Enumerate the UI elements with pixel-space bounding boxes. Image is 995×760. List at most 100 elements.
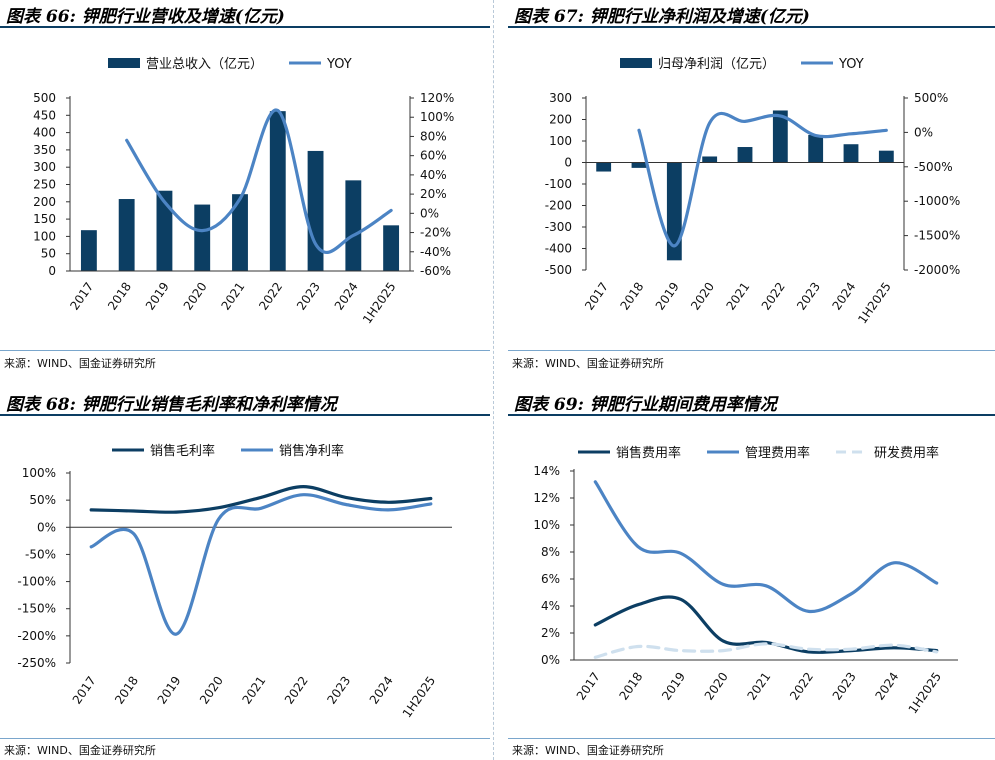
y2-tick-label: 40% [420, 168, 447, 182]
y-tick-label: 50% [29, 493, 56, 507]
x-tick-label: 2017 [67, 280, 96, 313]
y2-tick-label: 20% [420, 187, 447, 201]
legend-label: 销售费用率 [616, 445, 681, 461]
y-tick-label: -100% [17, 575, 56, 589]
bar-2019 [666, 162, 682, 261]
title-rule [508, 414, 995, 416]
y-tick-label: 0% [541, 653, 560, 667]
x-tick-label: 1H2025 [906, 670, 945, 717]
chart-69-plot: 销售费用率 管理费用率 研发费用率 14% 12% 10% 8% 6% 4% 2% 0% 2017 20… [533, 445, 958, 717]
y-tick-label: -200% [17, 629, 56, 643]
x-tick-label: 2020 [181, 280, 210, 313]
y-tick-label: -250% [17, 656, 56, 670]
bar-2020 [702, 156, 718, 163]
y-tick-label: 300 [33, 160, 56, 174]
y2-tick-label: 100% [420, 110, 454, 124]
legend-label: 管理费用率 [745, 445, 810, 461]
chart-68-source: 来源：WIND、国金证券研究所 [4, 744, 156, 757]
x-tick-label: 2023 [324, 674, 353, 707]
bar-2021 [232, 194, 248, 271]
y-tick-label: 6% [541, 572, 560, 586]
y2-tick-label: 60% [420, 149, 447, 163]
bar-1H2025 [878, 150, 894, 163]
chart-67-title: 图表 67: 钾肥行业净利润及增速(亿元) [514, 7, 810, 27]
title-rule [0, 26, 490, 28]
y2-tick-label: 80% [420, 129, 447, 143]
y2-tick-label: 120% [420, 91, 454, 105]
x-tick-label: 2023 [794, 280, 823, 313]
y2-tick-label: -60% [420, 264, 451, 278]
x-tick-label: 2022 [759, 280, 788, 313]
title-rule [0, 414, 490, 416]
y2-tick-label: 0% [420, 206, 439, 220]
y2-tick-label: -40% [420, 245, 451, 259]
y-tick-label: -300 [545, 220, 572, 234]
x-tick-label: 2019 [155, 674, 184, 707]
y-tick-label: 2% [541, 626, 560, 640]
y2-tick-label: 500% [914, 91, 948, 105]
bar-2023 [307, 150, 324, 271]
x-tick-label: 2019 [143, 280, 172, 313]
y-tick-label: 450 [33, 108, 56, 122]
legend-label: YOY [838, 57, 864, 72]
bar-2022 [269, 111, 286, 271]
y-tick-label: 14% [533, 464, 560, 478]
bar-2024 [843, 144, 859, 163]
x-tick-label: 2019 [653, 280, 682, 313]
y-tick-label: 250 [33, 178, 56, 192]
series-line-1 [89, 493, 433, 636]
y-tick-label: 12% [533, 491, 560, 505]
y-tick-label: -200 [545, 199, 572, 213]
x-tick-label: 2018 [616, 670, 645, 703]
series-line-1 [593, 480, 939, 614]
bar-2019 [156, 190, 173, 271]
x-tick-label: 2021 [744, 670, 773, 703]
y2-tick-label: -20% [420, 226, 451, 240]
y2-tick-label: 0% [914, 125, 933, 139]
x-tick-label: 1H2025 [400, 674, 439, 721]
x-tick-label: 2018 [105, 280, 134, 313]
legend-label: 销售净利率 [279, 443, 344, 459]
bar-1H2025 [383, 225, 400, 271]
y-tick-label: 200 [549, 113, 572, 127]
x-tick-label: 1H2025 [855, 280, 894, 327]
y2-tick-label: -1000% [914, 194, 960, 208]
y2-tick-label: -500% [914, 160, 953, 174]
legend-label: 归母净利润（亿元） [658, 57, 775, 72]
x-tick-label: 2023 [830, 670, 859, 703]
x-tick-label: 2024 [367, 674, 396, 707]
y-tick-label: 8% [541, 545, 560, 559]
legend-label: YOY [326, 57, 352, 72]
y2-tick-label: -2000% [914, 263, 960, 277]
bar-2022 [772, 110, 788, 163]
x-tick-label: 2020 [688, 280, 717, 313]
y-tick-label: 350 [33, 143, 56, 157]
y-tick-label: 150 [33, 212, 56, 226]
y-tick-label: 4% [541, 599, 560, 613]
y-tick-label: 200 [33, 195, 56, 209]
x-tick-label: 2021 [723, 280, 752, 313]
y-tick-label: 100% [22, 466, 56, 480]
chart-67-plot: 归母净利润（亿元） YOY 300 200 100 0 -100 -200 -300 -400 -5… [545, 57, 961, 327]
bar-2020 [194, 204, 211, 271]
column-separator [493, 0, 494, 760]
y-tick-label: 100 [549, 134, 572, 148]
x-tick-label: 1H2025 [360, 280, 399, 327]
bar-2018 [631, 162, 647, 168]
y-tick-label: 0 [48, 264, 56, 278]
x-tick-label: 2024 [332, 280, 361, 313]
series-line-1 [125, 108, 393, 254]
source-rule [508, 738, 995, 739]
y-tick-label: 0 [564, 156, 572, 170]
x-tick-label: 2020 [197, 674, 226, 707]
x-tick-label: 2022 [256, 280, 285, 313]
series-line-0 [89, 484, 433, 514]
bar-2017 [596, 162, 612, 172]
legend-label: 研发费用率 [874, 445, 939, 461]
x-tick-label: 2018 [112, 674, 141, 707]
y-tick-label: 400 [33, 126, 56, 140]
x-tick-label: 2024 [872, 670, 901, 703]
bar-2018 [118, 199, 135, 271]
bar-2021 [737, 147, 753, 163]
chart-67-source: 来源：WIND、国金证券研究所 [512, 357, 664, 370]
